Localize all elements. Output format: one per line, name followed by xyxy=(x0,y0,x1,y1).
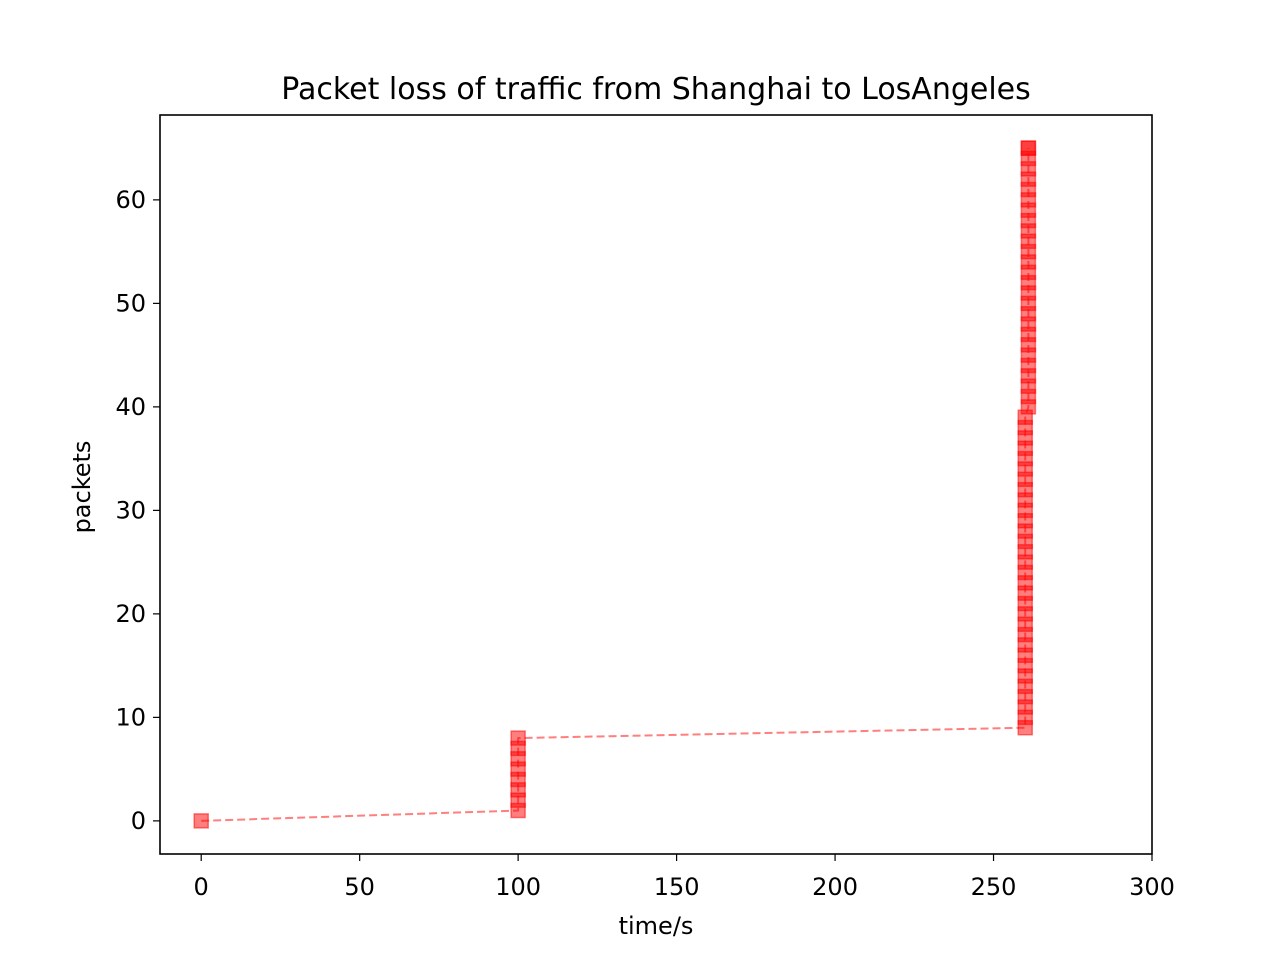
x-tick-label: 0 xyxy=(194,873,209,901)
y-tick-label: 30 xyxy=(115,496,146,524)
y-tick-label: 50 xyxy=(115,289,146,317)
x-axis: 0 50 100 150 200 250 300 xyxy=(194,854,1175,901)
x-tick-label: 300 xyxy=(1129,873,1175,901)
chart-title: Packet loss of traffic from Shanghai to … xyxy=(281,72,1031,107)
data-point-marker xyxy=(510,730,526,746)
y-tick-label: 40 xyxy=(115,393,146,421)
data-point-marker xyxy=(193,813,209,829)
x-tick-label: 250 xyxy=(971,873,1017,901)
data-point-marker xyxy=(1020,140,1037,156)
y-tick-label: 20 xyxy=(115,600,146,628)
plot-area xyxy=(193,140,1037,829)
series-line xyxy=(201,148,1030,822)
y-axis: 0 10 20 30 40 50 60 xyxy=(115,186,160,835)
y-tick-label: 60 xyxy=(115,186,146,214)
x-tick-label: 150 xyxy=(654,873,700,901)
x-axis-label: time/s xyxy=(619,912,694,940)
plot-frame xyxy=(159,114,1153,855)
x-tick-label: 200 xyxy=(812,873,858,901)
y-tick-label: 10 xyxy=(115,703,146,731)
y-axis-label: packets xyxy=(68,441,96,534)
x-tick-label: 50 xyxy=(344,873,375,901)
x-tick-label: 100 xyxy=(495,873,541,901)
y-tick-label: 0 xyxy=(131,807,146,835)
